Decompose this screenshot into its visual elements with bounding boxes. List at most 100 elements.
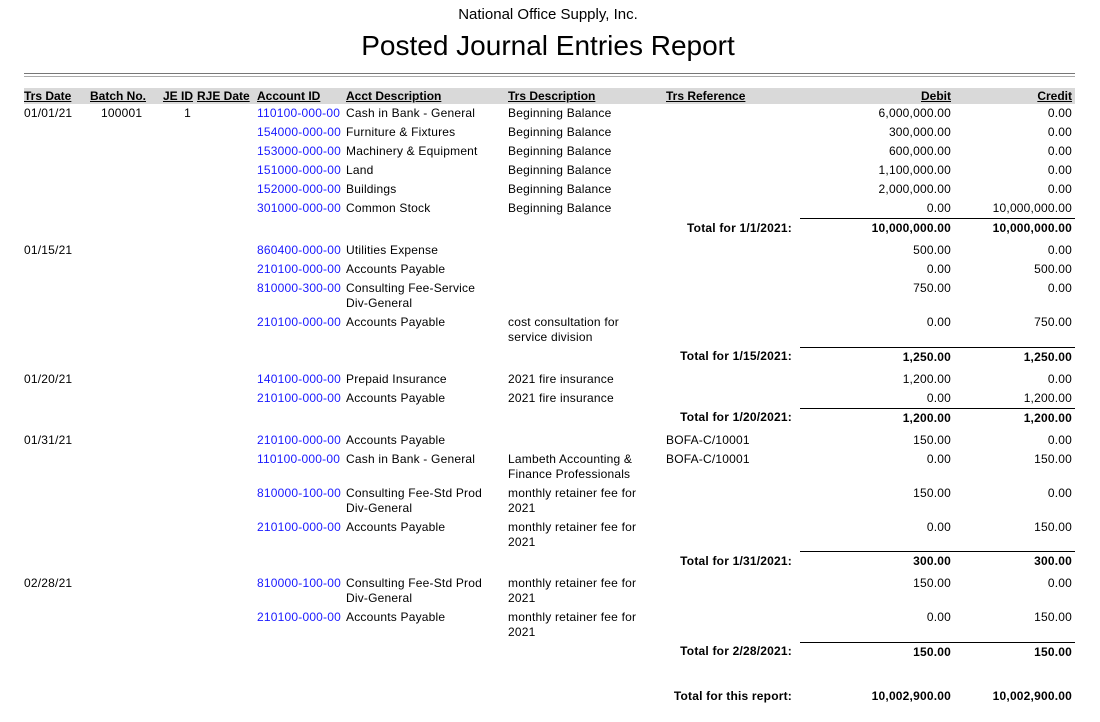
rje-date	[197, 518, 257, 552]
rje-date	[197, 313, 257, 347]
trs-reference	[666, 180, 800, 199]
debit-amount: 0.00	[926, 519, 951, 534]
report-title: Posted Journal Entries Report	[361, 30, 735, 61]
batch-no	[90, 370, 156, 389]
credit-amount: 0.00	[1047, 485, 1072, 500]
table-row: 810000-300-00 Consulting Fee-Service Div-…	[24, 279, 1075, 313]
je-id	[156, 370, 197, 389]
debit-amount: 2,000,000.00	[878, 182, 951, 196]
trs-reference	[666, 518, 800, 552]
account-id-link[interactable]: 153000-000-00	[257, 144, 342, 158]
table-row: 154000-000-00 Furniture & Fixtures Beginni…	[24, 123, 1075, 142]
col-debit[interactable]: Debit	[800, 88, 951, 104]
account-id-link[interactable]: 154000-000-00	[257, 125, 342, 139]
account-id-link[interactable]: 210100-000-00	[257, 390, 342, 405]
debit-amount: 750.00	[913, 281, 951, 295]
trs-reference	[666, 370, 800, 389]
group-total-label: Total for 1/1/2021:	[687, 220, 792, 235]
debit-amount: 1,100,000.00	[878, 163, 951, 177]
acct-description: Land	[346, 163, 374, 177]
account-id-link[interactable]: 110100-000-00	[257, 451, 341, 466]
col-batch-no[interactable]: Batch No.	[90, 88, 156, 104]
company-name: National Office Supply, Inc.	[458, 6, 638, 23]
account-id-link[interactable]: 810000-100-00	[257, 485, 342, 500]
trs-description: monthly retainer fee for 2021	[508, 485, 637, 515]
credit-amount: 0.00	[1047, 125, 1072, 139]
account-id-link[interactable]: 301000-000-00	[257, 201, 342, 215]
trs-reference	[666, 123, 800, 142]
debit-amount: 0.00	[926, 451, 951, 466]
account-id-link[interactable]: 810000-100-00	[257, 576, 342, 590]
col-trs-description[interactable]: Trs Description	[508, 88, 666, 104]
acct-description: Accounts Payable	[346, 315, 446, 329]
account-id-link[interactable]: 151000-000-00	[257, 163, 342, 177]
group-total-credit: 10,000,000.00	[951, 218, 1075, 241]
batch-no	[90, 608, 156, 642]
trs-reference	[666, 484, 800, 518]
trs-reference: BOFA-C/10001	[666, 432, 750, 447]
trs-reference: BOFA-C/10001	[666, 451, 750, 466]
account-id-link[interactable]: 110100-000-00	[257, 106, 341, 120]
acct-description: Accounts Payable	[346, 390, 446, 405]
credit-amount: 500.00	[1034, 262, 1072, 276]
rje-date	[197, 431, 257, 450]
acct-description: Prepaid Insurance	[346, 371, 447, 386]
trs-description: 2021 fire insurance	[508, 390, 614, 405]
trs-date	[24, 389, 90, 409]
col-account-id[interactable]: Account ID	[257, 88, 346, 104]
je-id	[156, 142, 197, 161]
rje-date	[197, 199, 257, 219]
group-total-debit: 150.00	[800, 641, 951, 665]
trs-date	[24, 313, 90, 347]
col-rje-date[interactable]: RJE Date	[197, 88, 257, 104]
trs-reference	[666, 608, 800, 642]
je-id	[156, 574, 197, 608]
trs-date	[24, 180, 90, 199]
trs-reference	[666, 313, 800, 347]
rje-date	[197, 574, 257, 608]
trs-date	[24, 123, 90, 142]
account-id-link[interactable]: 810000-300-00	[257, 281, 342, 295]
trs-description: 2021 fire insurance	[508, 371, 614, 386]
trs-reference	[666, 142, 800, 161]
acct-description: Utilities Expense	[346, 243, 439, 257]
je-id	[156, 279, 197, 313]
credit-amount: 0.00	[1047, 371, 1072, 386]
group-total-row: Total for 1/1/2021: 10,000,000.00 10,000,0…	[24, 218, 1075, 241]
debit-amount: 6,000,000.00	[878, 106, 951, 120]
je-id	[156, 608, 197, 642]
col-credit[interactable]: Credit	[951, 88, 1075, 104]
je-id	[156, 241, 197, 260]
account-id-link[interactable]: 140100-000-00	[257, 371, 342, 386]
table-row: 210100-000-00 Accounts Payable cost consul…	[24, 313, 1075, 347]
table-row: 210100-000-00 Accounts Payable monthly ret…	[24, 518, 1075, 552]
report-total-label: Total for this report:	[673, 688, 792, 703]
report-total-debit: 10,002,900.00	[871, 688, 951, 703]
account-id-link[interactable]: 210100-000-00	[257, 262, 342, 276]
debit-amount: 150.00	[913, 432, 951, 447]
col-trs-date[interactable]: Trs Date	[24, 88, 90, 104]
table-row: 01/31/21 210100-000-00 Accounts Payable BOF…	[24, 431, 1075, 450]
account-id-link[interactable]: 210100-000-00	[257, 432, 342, 447]
rje-date	[197, 370, 257, 389]
debit-amount: 150.00	[913, 485, 951, 500]
account-id-link[interactable]: 860400-000-00	[257, 243, 342, 257]
col-je-id[interactable]: JE ID	[156, 88, 197, 104]
col-acct-description[interactable]: Acct Description	[346, 88, 508, 104]
group-total-credit: 1,200.00	[951, 407, 1075, 431]
credit-amount: 0.00	[1047, 432, 1072, 447]
trs-description: cost consultation for service division	[508, 315, 619, 344]
account-id-link[interactable]: 210100-000-00	[257, 519, 342, 534]
account-id-link[interactable]: 210100-000-00	[257, 610, 342, 624]
group-total-row: Total for 2/28/2021: 150.00 150.00	[24, 641, 1075, 665]
acct-description: Accounts Payable	[346, 432, 446, 447]
account-id-link[interactable]: 210100-000-00	[257, 315, 342, 329]
debit-amount: 0.00	[926, 315, 951, 329]
account-id-link[interactable]: 152000-000-00	[257, 182, 342, 196]
batch-no	[90, 574, 156, 608]
col-trs-reference[interactable]: Trs Reference	[666, 88, 800, 104]
batch-no	[90, 260, 156, 279]
trs-date	[24, 608, 90, 642]
trs-reference	[666, 389, 800, 409]
divider	[24, 73, 1075, 74]
